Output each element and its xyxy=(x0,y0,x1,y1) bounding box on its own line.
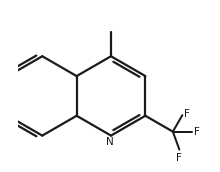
Text: N: N xyxy=(106,137,114,147)
Text: F: F xyxy=(176,153,182,163)
Text: F: F xyxy=(184,109,190,119)
Text: F: F xyxy=(194,127,200,137)
